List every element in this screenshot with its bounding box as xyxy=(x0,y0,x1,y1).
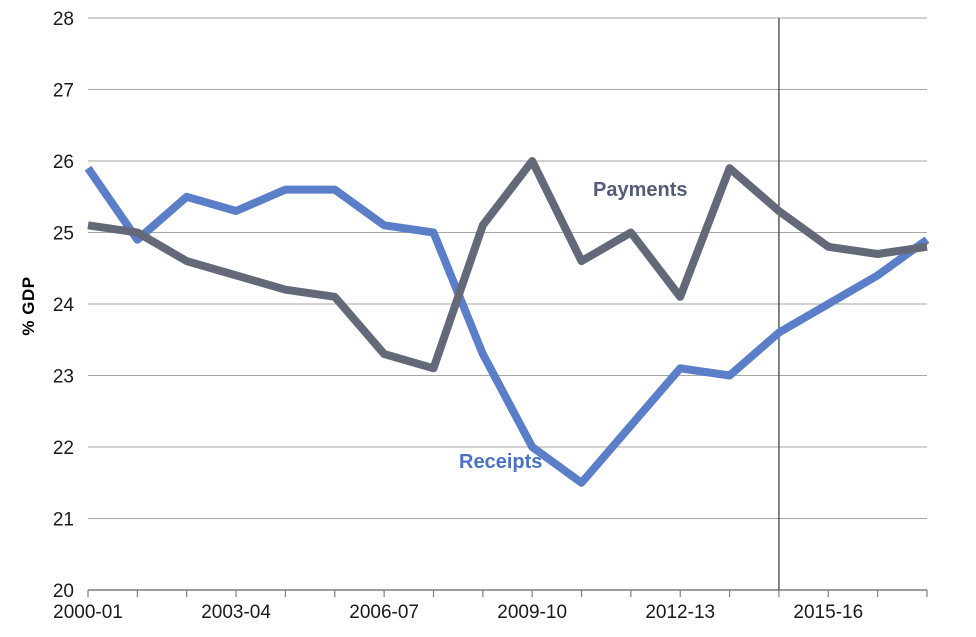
payments-line xyxy=(87,157,928,373)
gridlines xyxy=(88,17,927,519)
receipts-line xyxy=(84,165,930,487)
y-tick-label: 27 xyxy=(53,81,74,102)
x-axis xyxy=(87,589,928,597)
y-tick-label: 24 xyxy=(53,295,75,316)
y-tick-label: 25 xyxy=(53,224,74,245)
x-tick-label: 2006-07 xyxy=(349,602,419,623)
y-tick-label: 28 xyxy=(53,9,74,30)
payments-series-label: Payments xyxy=(593,179,688,201)
y-tick-label: 23 xyxy=(53,367,74,388)
x-tick-label: 2003-04 xyxy=(201,602,271,623)
y-tick-label: 21 xyxy=(53,510,74,531)
y-tick-label: 26 xyxy=(53,152,74,173)
x-tick-label: 2012-13 xyxy=(645,602,715,623)
receipts-series-label: Receipts xyxy=(459,451,543,473)
x-tick-label: 2000-01 xyxy=(53,602,123,623)
x-tick-label: 2015-16 xyxy=(793,602,863,623)
x-tick-label: 2009-10 xyxy=(497,602,567,623)
y-tick-label: 20 xyxy=(53,581,74,602)
y-tick-label: 22 xyxy=(53,438,74,459)
data-series xyxy=(84,157,930,487)
y-axis-title: % GDP xyxy=(19,276,38,336)
